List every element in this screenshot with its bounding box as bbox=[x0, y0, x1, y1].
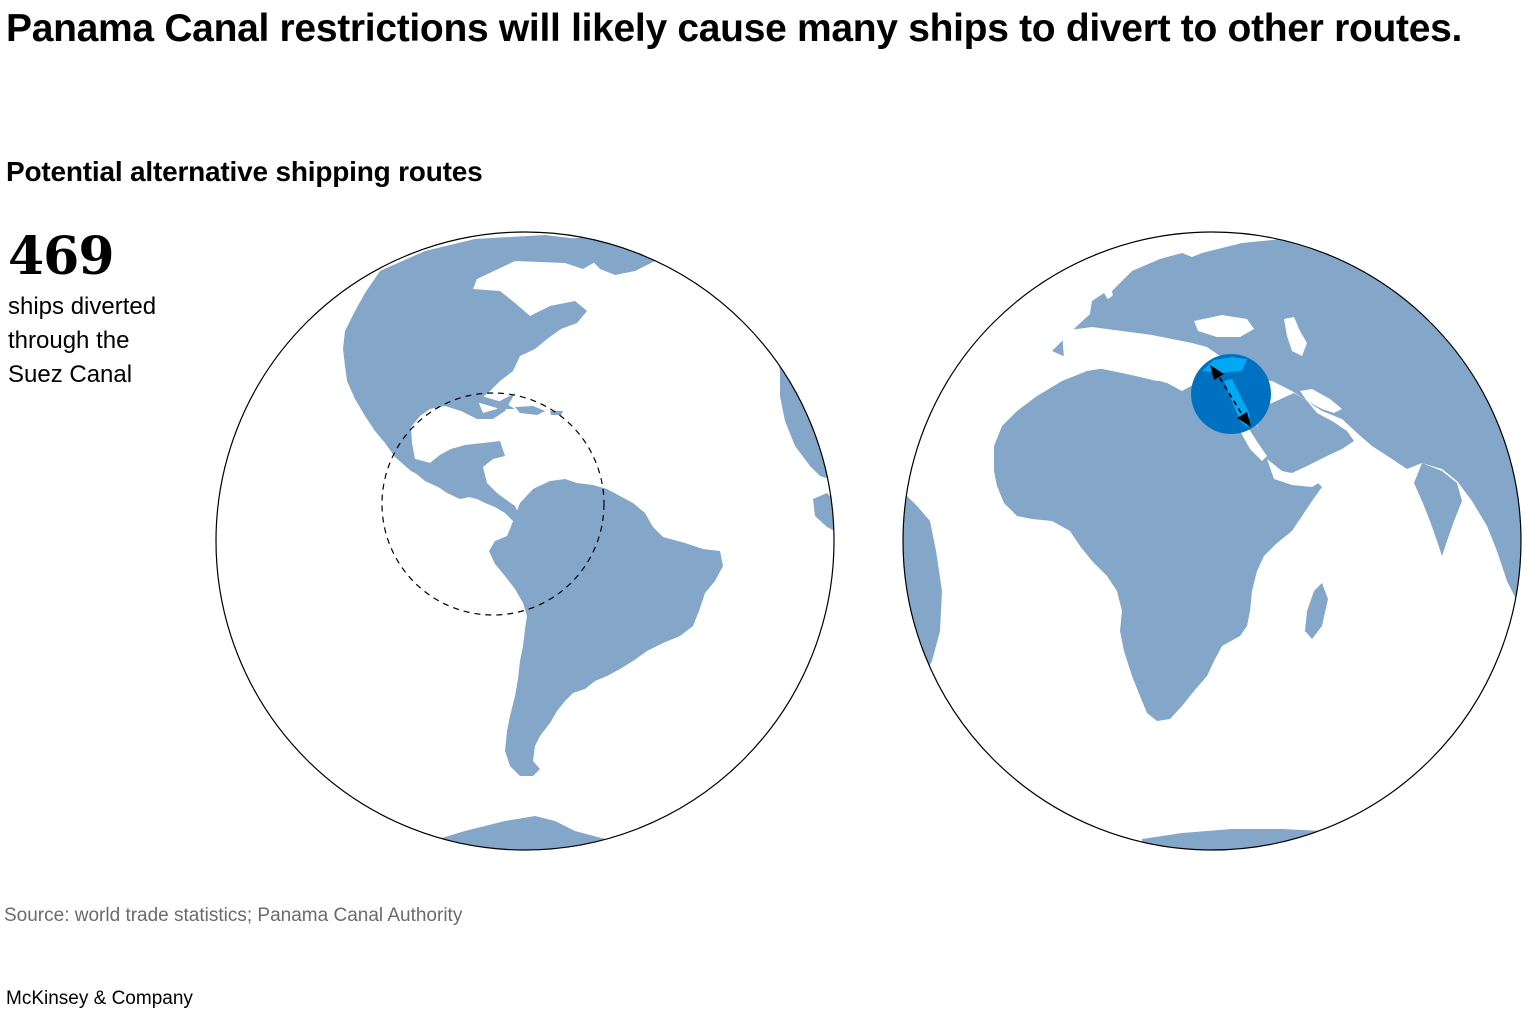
globe-outline bbox=[902, 231, 1522, 851]
globe-americas bbox=[215, 231, 835, 851]
south-america-edge bbox=[903, 491, 942, 691]
india bbox=[1414, 463, 1462, 556]
chart-title: Panama Canal restrictions will likely ca… bbox=[6, 7, 1463, 50]
brand-logo: McKinsey & Company bbox=[6, 988, 193, 1009]
south-america bbox=[489, 479, 723, 776]
stat-value: 469 bbox=[8, 226, 115, 287]
africa-west-edge bbox=[813, 493, 834, 531]
antarctica bbox=[415, 816, 635, 850]
land-masses-americas bbox=[343, 233, 834, 850]
antarctica bbox=[1142, 829, 1322, 850]
globe-outline bbox=[215, 231, 835, 851]
persian-gulf bbox=[1300, 389, 1342, 413]
eurasia bbox=[1052, 237, 1521, 611]
cuba bbox=[440, 391, 515, 409]
central-america bbox=[413, 449, 520, 521]
hispaniola bbox=[515, 406, 545, 415]
panama-canal-highlight bbox=[381, 392, 605, 616]
mediterranean-sea bbox=[1062, 327, 1222, 381]
arrow-south-icon bbox=[1237, 412, 1251, 427]
black-sea bbox=[1194, 315, 1254, 337]
suez-canal-highlight bbox=[1191, 354, 1271, 434]
arabian-peninsula bbox=[1252, 393, 1354, 473]
suez-water bbox=[1202, 357, 1250, 427]
chart-subtitle: Potential alternative shipping routes bbox=[6, 156, 483, 187]
africa bbox=[994, 367, 1322, 721]
madagascar bbox=[1305, 583, 1328, 639]
stat-callout: 469 ships diverted through the Suez Cana… bbox=[8, 228, 208, 392]
stat-label: ships diverted through the Suez Canal bbox=[8, 293, 157, 388]
source-note: Source: world trade statistics; Panama C… bbox=[4, 905, 463, 926]
scandinavia bbox=[1112, 253, 1202, 309]
land-masses-eurasia-africa bbox=[903, 237, 1521, 850]
british-isles bbox=[1090, 293, 1110, 323]
puerto-rico bbox=[550, 411, 563, 415]
suez-route-dashed bbox=[1214, 369, 1247, 422]
arrow-north-icon bbox=[1210, 365, 1224, 380]
inland-seas bbox=[1062, 315, 1342, 487]
caspian-sea bbox=[1284, 317, 1307, 356]
globe-africa-eurasia bbox=[902, 231, 1522, 851]
north-america bbox=[343, 235, 600, 499]
gulf-of-aden bbox=[1267, 459, 1322, 487]
